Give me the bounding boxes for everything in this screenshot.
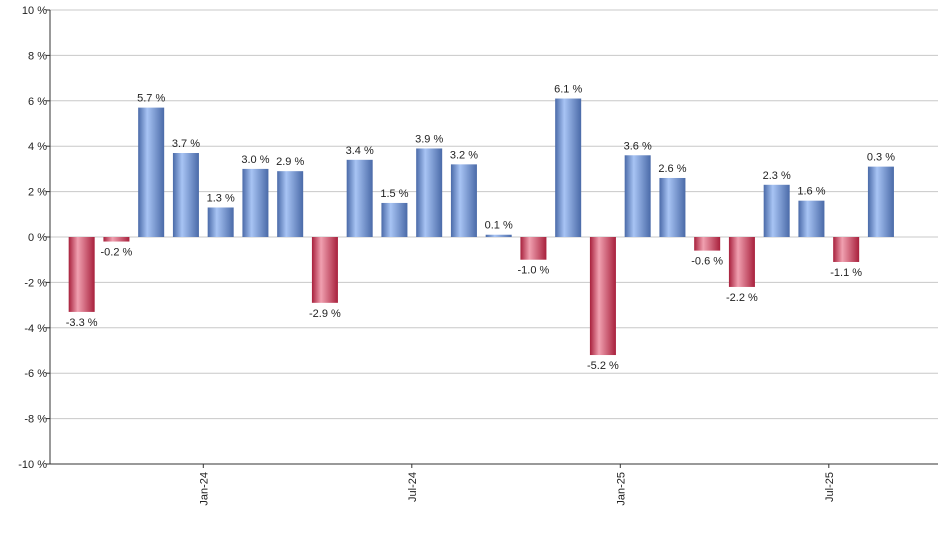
bar bbox=[485, 234, 512, 237]
data-label: 2.3 % bbox=[763, 170, 791, 182]
bar bbox=[416, 148, 443, 237]
bars bbox=[68, 98, 894, 356]
bar bbox=[520, 237, 547, 260]
data-label: -2.9 % bbox=[309, 308, 341, 320]
data-label: 1.6 % bbox=[797, 186, 825, 198]
data-label: -3.3 % bbox=[66, 317, 98, 329]
y-tick-label: 6 % bbox=[28, 96, 47, 108]
bar bbox=[242, 168, 269, 237]
data-label: -1.0 % bbox=[518, 265, 550, 277]
x-tick-label: Jul-25 bbox=[824, 472, 836, 502]
bar bbox=[763, 184, 790, 237]
bar bbox=[555, 98, 582, 237]
y-tick-label: -2 % bbox=[24, 277, 47, 289]
bar bbox=[867, 166, 894, 237]
data-label: 3.2 % bbox=[450, 149, 478, 161]
y-tick-label: -10 % bbox=[18, 459, 47, 471]
y-tick-label: -8 % bbox=[24, 414, 47, 426]
data-label: 2.9 % bbox=[276, 156, 304, 168]
data-label: -0.2 % bbox=[101, 247, 133, 259]
data-label: 3.0 % bbox=[241, 154, 269, 166]
data-label: 3.4 % bbox=[346, 145, 374, 157]
data-label: -5.2 % bbox=[587, 360, 619, 372]
y-tick-label: -6 % bbox=[24, 368, 47, 380]
data-label: 3.9 % bbox=[415, 133, 443, 145]
bar bbox=[277, 171, 304, 237]
data-label: -0.6 % bbox=[691, 256, 723, 268]
bar bbox=[138, 107, 165, 237]
y-tick-label: 10 % bbox=[22, 5, 47, 17]
bar bbox=[450, 164, 477, 237]
data-label: 3.7 % bbox=[172, 138, 200, 150]
bar bbox=[68, 237, 95, 312]
bar bbox=[728, 237, 755, 287]
data-label: 0.1 % bbox=[485, 220, 513, 232]
x-tick-label: Jan-24 bbox=[198, 472, 210, 506]
data-label: 2.6 % bbox=[658, 163, 686, 175]
bar bbox=[207, 207, 234, 237]
y-tick-label: 2 % bbox=[28, 187, 47, 199]
bar bbox=[311, 237, 338, 303]
y-tick-label: 0 % bbox=[28, 232, 47, 244]
axes: 10 % 8 % 6 % 4 % 2 % 0 % -2 % -4 % -6 % -8 % -10 %… bbox=[18, 5, 938, 506]
bar bbox=[381, 202, 408, 237]
x-tick-label: Jul-24 bbox=[407, 472, 419, 502]
bar bbox=[172, 153, 199, 237]
data-label: 1.3 % bbox=[207, 192, 235, 204]
y-tick-label: -4 % bbox=[24, 323, 47, 335]
bar bbox=[103, 237, 130, 242]
bar bbox=[833, 237, 860, 262]
value-labels: -3.3 % -0.2 % 5.7 % 3.7 % 1.3 % 3.0 % 2.9 % -2.… bbox=[66, 84, 895, 373]
bar bbox=[659, 177, 686, 237]
data-label: 5.7 % bbox=[137, 93, 165, 105]
x-tick-label: Jan-25 bbox=[615, 472, 627, 506]
bar bbox=[624, 155, 651, 237]
data-label: 6.1 % bbox=[554, 84, 582, 96]
data-label: 3.6 % bbox=[624, 140, 652, 152]
data-label: -1.1 % bbox=[830, 267, 862, 279]
y-tick-label: 4 % bbox=[28, 141, 47, 153]
bar bbox=[589, 237, 616, 356]
data-label: -2.2 % bbox=[726, 292, 758, 304]
data-label: 1.5 % bbox=[380, 188, 408, 200]
bar bbox=[798, 200, 825, 237]
bar bbox=[694, 237, 721, 251]
y-tick-label: 8 % bbox=[28, 50, 47, 62]
bar bbox=[346, 159, 373, 237]
data-label: 0.3 % bbox=[867, 152, 895, 164]
